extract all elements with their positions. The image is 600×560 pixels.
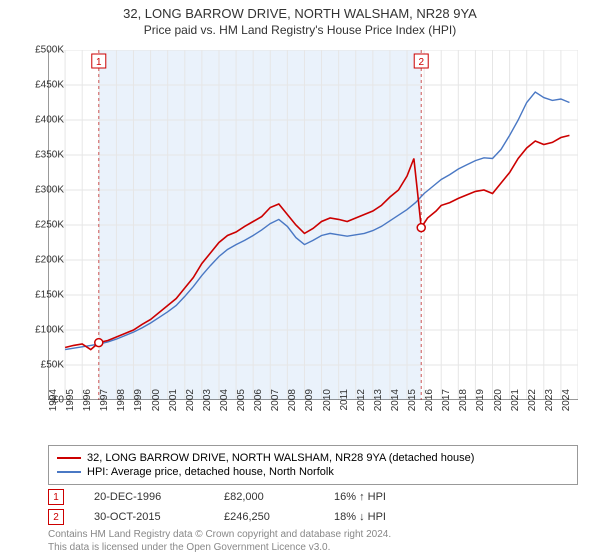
sale-markers-table: 1 20-DEC-1996 £82,000 16% ↑ HPI 2 30-OCT…: [48, 485, 578, 529]
svg-text:2: 2: [418, 57, 424, 68]
svg-text:1: 1: [96, 57, 102, 68]
title-block: 32, LONG BARROW DRIVE, NORTH WALSHAM, NR…: [0, 0, 600, 37]
marker-2-diff: 18% ↓ HPI: [334, 511, 386, 523]
marker-2-badge: 2: [414, 54, 428, 68]
marker-badge-2: 2: [48, 509, 64, 525]
line-chart: 1 2: [48, 50, 578, 400]
legend-label-property: 32, LONG BARROW DRIVE, NORTH WALSHAM, NR…: [87, 452, 474, 464]
legend: 32, LONG BARROW DRIVE, NORTH WALSHAM, NR…: [48, 445, 578, 485]
legend-row-hpi: HPI: Average price, detached house, Nort…: [57, 466, 569, 478]
legend-row-property: 32, LONG BARROW DRIVE, NORTH WALSHAM, NR…: [57, 452, 569, 464]
marker-1-badge: 1: [92, 54, 106, 68]
footnote-line-2: This data is licensed under the Open Gov…: [48, 541, 578, 554]
legend-label-hpi: HPI: Average price, detached house, Nort…: [87, 466, 334, 478]
legend-swatch-property: [57, 457, 81, 459]
marker-2-price: £246,250: [224, 511, 304, 523]
marker-1-price: £82,000: [224, 491, 304, 503]
marker-row-2: 2 30-OCT-2015 £246,250 18% ↓ HPI: [48, 509, 578, 525]
footnote: Contains HM Land Registry data © Crown c…: [48, 528, 578, 554]
marker-badge-1: 1: [48, 489, 64, 505]
chart-container: 32, LONG BARROW DRIVE, NORTH WALSHAM, NR…: [0, 0, 600, 560]
legend-swatch-hpi: [57, 471, 81, 473]
marker-1-dot: [95, 339, 103, 347]
chart-title: 32, LONG BARROW DRIVE, NORTH WALSHAM, NR…: [0, 6, 600, 21]
marker-2-date: 30-OCT-2015: [94, 511, 194, 523]
chart-subtitle: Price paid vs. HM Land Registry's House …: [0, 23, 600, 37]
marker-2-dot: [417, 224, 425, 232]
marker-1-diff: 16% ↑ HPI: [334, 491, 386, 503]
marker-1-date: 20-DEC-1996: [94, 491, 194, 503]
marker-row-1: 1 20-DEC-1996 £82,000 16% ↑ HPI: [48, 489, 578, 505]
footnote-line-1: Contains HM Land Registry data © Crown c…: [48, 528, 578, 541]
